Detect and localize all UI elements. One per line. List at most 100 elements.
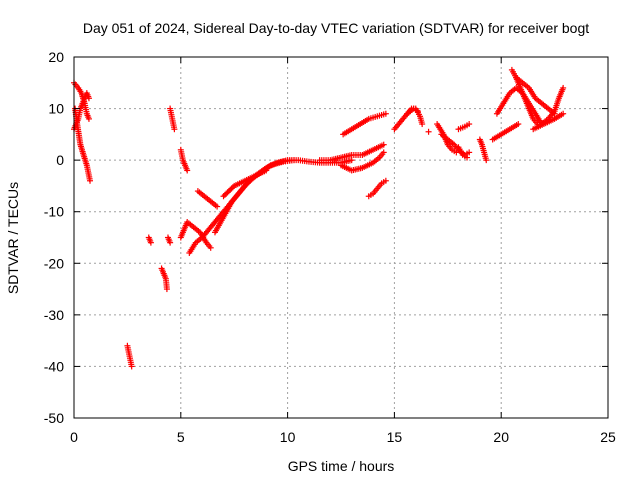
data-point xyxy=(241,173,257,184)
data-point xyxy=(211,215,226,236)
data-point xyxy=(508,66,519,79)
data-point xyxy=(126,353,135,368)
data-point xyxy=(434,121,446,136)
data-point xyxy=(397,112,409,125)
data-point xyxy=(404,106,416,117)
data-point xyxy=(177,220,190,241)
data-point xyxy=(77,141,87,157)
data-point xyxy=(220,200,235,220)
data-point xyxy=(374,111,387,120)
data-series-arc-g xyxy=(164,234,174,246)
y-tick-label: -20 xyxy=(44,255,64,271)
data-series-arc-aa xyxy=(489,121,522,143)
data-point xyxy=(203,239,213,250)
data-point xyxy=(506,122,520,133)
x-tick-label: 10 xyxy=(280,429,296,445)
data-point xyxy=(517,84,527,100)
x-tick-label: 20 xyxy=(493,429,509,445)
data-point xyxy=(291,157,298,164)
data-point xyxy=(414,108,421,115)
y-tick-label: -10 xyxy=(44,204,64,220)
data-series-arc-h xyxy=(167,105,178,133)
chart-title: Day 051 of 2024, Sidereal Day-to-day VTE… xyxy=(83,20,589,36)
data-point xyxy=(370,155,381,166)
y-tick-label: -50 xyxy=(44,410,64,426)
data-series-arc-t xyxy=(404,105,421,117)
data-series-arc-n xyxy=(220,167,270,200)
data-series-arc-q xyxy=(340,110,389,138)
plot-frame xyxy=(73,56,609,419)
data-series-arc-af xyxy=(530,110,567,133)
x-tick-label: 5 xyxy=(177,429,185,445)
data-point xyxy=(530,121,546,133)
x-tick-label: 25 xyxy=(600,429,616,445)
data-point xyxy=(466,149,473,156)
data-point xyxy=(85,115,92,122)
data-point xyxy=(167,239,174,246)
data-point xyxy=(214,203,221,210)
data-point xyxy=(521,95,532,110)
data-point xyxy=(382,110,389,117)
data-point xyxy=(519,79,531,90)
data-series-arc-f xyxy=(158,265,170,293)
x-tick-labels: 0 5 10 15 20 25 xyxy=(70,429,616,445)
data-series-arc-i xyxy=(177,146,191,174)
data-point xyxy=(525,105,536,121)
data-point xyxy=(540,116,556,128)
data-point xyxy=(237,179,251,195)
x-tick-label: 15 xyxy=(387,429,403,445)
data-point xyxy=(158,265,166,275)
x-tick-label: 0 xyxy=(70,429,78,445)
axis-ticks xyxy=(73,56,609,419)
data-point xyxy=(391,120,403,133)
data-point xyxy=(425,128,432,135)
data-point xyxy=(169,115,177,131)
data-point xyxy=(551,97,562,115)
data-series-arc-y xyxy=(455,121,473,133)
data-point xyxy=(201,193,213,204)
data-point xyxy=(177,146,186,162)
data-point xyxy=(560,84,567,91)
data-point xyxy=(560,110,567,117)
data-point xyxy=(340,127,353,138)
data-point xyxy=(80,151,90,167)
data-point xyxy=(263,167,270,174)
data-point xyxy=(380,149,387,156)
data-series-arc-c xyxy=(72,105,94,184)
data-point xyxy=(87,177,94,184)
data-series-arc-m xyxy=(194,188,221,210)
data-series-arc-x xyxy=(455,144,471,161)
data-point xyxy=(500,91,512,107)
y-tick-label: 0 xyxy=(56,152,64,168)
data-point xyxy=(455,144,465,157)
data-point xyxy=(481,149,489,162)
data-point xyxy=(380,141,387,148)
data-point xyxy=(483,157,490,164)
data-point xyxy=(555,86,566,102)
grid xyxy=(74,57,608,418)
y-tick-label: 10 xyxy=(48,101,64,117)
data-point xyxy=(163,286,170,293)
data-point xyxy=(192,235,204,246)
data-point xyxy=(382,177,389,184)
data-point xyxy=(370,142,385,153)
data-point xyxy=(171,126,178,133)
y-tick-labels: -50 -40 -30 -20 -10 0 10 20 xyxy=(44,49,64,426)
data-point xyxy=(75,84,84,95)
data-point xyxy=(184,219,196,229)
data-series-arc-o xyxy=(316,141,387,164)
data-point xyxy=(207,244,214,251)
data-point xyxy=(357,116,371,128)
data-point xyxy=(515,121,522,128)
data-point xyxy=(449,146,458,155)
data-point xyxy=(498,127,512,138)
data-point xyxy=(83,162,93,182)
data-point xyxy=(338,152,353,161)
data-series-arc-k xyxy=(186,157,355,256)
data-point xyxy=(207,198,219,209)
data-point xyxy=(348,122,362,133)
data-point xyxy=(348,157,355,164)
data-point xyxy=(124,342,133,358)
data-point xyxy=(359,160,375,171)
